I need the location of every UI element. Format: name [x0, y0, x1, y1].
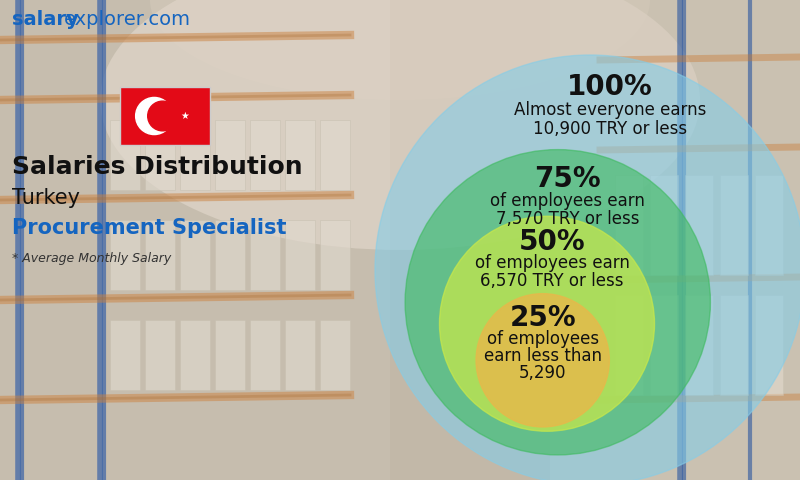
- Bar: [615, 295, 643, 395]
- Text: ★: ★: [181, 111, 189, 121]
- Bar: [110, 220, 140, 290]
- Bar: [250, 120, 280, 190]
- Text: explorer.com: explorer.com: [64, 10, 191, 29]
- Bar: [250, 220, 280, 290]
- Text: salary: salary: [12, 10, 78, 29]
- Bar: [650, 175, 678, 275]
- Bar: [320, 220, 350, 290]
- Bar: [215, 320, 245, 390]
- Text: Salaries Distribution: Salaries Distribution: [12, 155, 302, 179]
- Bar: [320, 120, 350, 190]
- Bar: [145, 120, 175, 190]
- Text: 100%: 100%: [567, 73, 653, 101]
- Text: Turkey: Turkey: [12, 188, 80, 208]
- Text: 75%: 75%: [534, 165, 601, 192]
- Bar: [215, 220, 245, 290]
- Circle shape: [136, 97, 173, 134]
- Bar: [180, 120, 210, 190]
- Bar: [145, 220, 175, 290]
- Bar: [110, 320, 140, 390]
- Text: 7,570 TRY or less: 7,570 TRY or less: [496, 210, 639, 228]
- Bar: [0, 0, 390, 480]
- Bar: [215, 120, 245, 190]
- Bar: [720, 295, 748, 395]
- Circle shape: [405, 150, 710, 455]
- Bar: [285, 220, 315, 290]
- Bar: [285, 120, 315, 190]
- Text: * Average Monthly Salary: * Average Monthly Salary: [12, 252, 171, 265]
- Ellipse shape: [100, 0, 700, 250]
- Bar: [685, 295, 713, 395]
- Bar: [285, 320, 315, 390]
- Text: 25%: 25%: [510, 304, 576, 332]
- Bar: [145, 320, 175, 390]
- Circle shape: [148, 101, 178, 131]
- Bar: [650, 295, 678, 395]
- Bar: [250, 320, 280, 390]
- Bar: [615, 175, 643, 275]
- Circle shape: [375, 55, 800, 480]
- Bar: [180, 320, 210, 390]
- Circle shape: [476, 294, 610, 427]
- Text: Procurement Specialist: Procurement Specialist: [12, 218, 286, 238]
- Bar: [685, 175, 713, 275]
- Bar: [110, 120, 140, 190]
- Text: 50%: 50%: [518, 228, 586, 256]
- Text: of employees earn: of employees earn: [474, 254, 630, 272]
- Text: of employees: of employees: [486, 330, 598, 348]
- Text: Almost everyone earns: Almost everyone earns: [514, 101, 706, 119]
- Bar: [320, 320, 350, 390]
- Text: 10,900 TRY or less: 10,900 TRY or less: [533, 120, 687, 138]
- Bar: [755, 295, 783, 395]
- Bar: [180, 220, 210, 290]
- Text: 5,290: 5,290: [519, 364, 566, 382]
- Bar: [120, 87, 210, 145]
- Bar: [755, 175, 783, 275]
- Bar: [720, 175, 748, 275]
- Text: 6,570 TRY or less: 6,570 TRY or less: [480, 272, 624, 290]
- Bar: [550, 0, 800, 480]
- Ellipse shape: [150, 0, 650, 100]
- Text: earn less than: earn less than: [484, 347, 602, 365]
- Circle shape: [439, 216, 654, 431]
- Text: of employees earn: of employees earn: [490, 192, 645, 210]
